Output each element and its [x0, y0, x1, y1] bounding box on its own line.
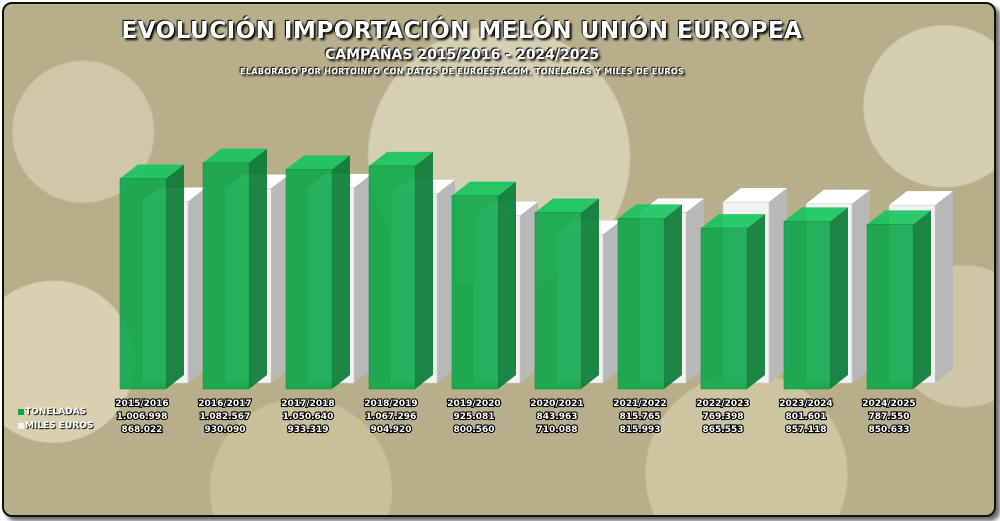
bar-toneladas-side-2	[332, 155, 350, 389]
chart-title: EVOLUCIÓN IMPORTACIÓN MELÓN UNIÓN EUROPE…	[121, 18, 803, 44]
category-label-0: 2015/2016	[115, 399, 168, 409]
bar-euros-top-8	[806, 189, 870, 204]
bar-toneladas-7	[700, 227, 748, 390]
bar-toneladas-8	[783, 221, 831, 390]
category-label-1: 2016/2017	[198, 399, 251, 409]
bar-toneladas-side-0	[166, 164, 184, 389]
bar-toneladas-side-5	[581, 198, 599, 389]
toneladas-value-7: 769.398	[703, 412, 744, 422]
bar-toneladas-5	[534, 212, 582, 390]
toneladas-value-2: 1.050.640	[283, 412, 334, 422]
bar-chart: 2015/2016 1.006.998 868.022 2016/2017 1.082.…	[114, 148, 953, 436]
bar-euros-side-3	[437, 179, 455, 383]
bar-euros-top-7	[723, 188, 787, 203]
bar-toneladas-side-7	[747, 214, 765, 389]
bar-toneladas-top-8	[784, 207, 848, 222]
bar-toneladas-side-4	[498, 181, 516, 389]
bar-euros-side-1	[271, 174, 289, 383]
euros-value-7: 865.553	[703, 425, 744, 435]
legend-euros-swatch	[18, 422, 24, 429]
bar-toneladas-side-8	[830, 207, 848, 389]
bar-toneladas-3	[368, 165, 416, 390]
category-label-6: 2021/2022	[613, 399, 666, 409]
category-label-5: 2020/2021	[530, 399, 583, 409]
chart-source: ELABORADO POR HORTOINFO CON DATOS DE EUR…	[240, 67, 684, 76]
bar-euros-side-6	[686, 198, 704, 383]
bar-toneladas-top-0	[120, 164, 184, 179]
toneladas-value-5: 843.963	[537, 412, 578, 422]
category-label-3: 2018/2019	[364, 399, 417, 409]
bar-toneladas-top-5	[535, 198, 599, 213]
toneladas-value-3: 1.067.296	[366, 412, 417, 422]
bar-toneladas-2	[285, 169, 333, 390]
euros-value-1: 930.090	[205, 425, 246, 435]
category-label-7: 2022/2023	[696, 399, 749, 409]
legend-toneladas-label: TONELADAS	[25, 407, 87, 417]
bar-toneladas-1	[202, 162, 250, 390]
legend-euros: MILES EUROS	[18, 421, 93, 431]
bar-toneladas-side-9	[913, 210, 931, 389]
euros-value-8: 857.118	[786, 425, 827, 435]
bar-toneladas-top-7	[701, 214, 765, 229]
toneladas-value-4: 925.081	[454, 412, 495, 422]
bar-euros-side-8	[852, 189, 870, 383]
euros-value-3: 904.920	[371, 425, 412, 435]
toneladas-value-6: 815.765	[620, 412, 661, 422]
legend-toneladas: TONELADAS	[18, 407, 86, 417]
bar-toneladas-top-9	[867, 210, 931, 225]
bar-toneladas-9	[866, 224, 914, 390]
bar-toneladas-side-1	[249, 148, 267, 389]
bar-toneladas-top-2	[286, 155, 350, 170]
bar-toneladas-top-3	[369, 151, 433, 166]
category-label-8: 2023/2024	[779, 399, 832, 409]
bar-euros-side-2	[354, 173, 372, 383]
euros-value-6: 815.993	[620, 425, 661, 435]
euros-value-5: 710.088	[537, 425, 578, 435]
bar-euros-side-9	[935, 191, 953, 383]
bar-toneladas-side-6	[664, 204, 682, 389]
chart-subtitle: CAMPAÑAS 2015/2016 - 2024/2025	[324, 47, 599, 63]
euros-value-2: 933.319	[288, 425, 329, 435]
category-label-9: 2024/2025	[862, 399, 915, 409]
bar-toneladas-4	[451, 195, 499, 390]
bar-euros-side-7	[769, 188, 787, 383]
legend-toneladas-swatch	[18, 408, 24, 415]
bar-toneladas-top-6	[618, 204, 682, 219]
toneladas-value-1: 1.082.567	[200, 412, 251, 422]
bar-euros-side-5	[603, 220, 621, 383]
bar-euros-top-9	[889, 191, 953, 206]
euros-value-4: 800.560	[454, 425, 495, 435]
bar-euros-side-4	[520, 201, 538, 383]
toneladas-value-8: 801.601	[786, 412, 827, 422]
bar-euros-side-0	[188, 187, 206, 383]
bar-toneladas-top-4	[452, 181, 516, 196]
euros-value-0: 868.022	[122, 425, 163, 435]
bar-toneladas-6	[617, 218, 665, 390]
bar-toneladas-top-1	[203, 148, 267, 163]
bar-toneladas-side-3	[415, 151, 433, 389]
toneladas-value-0: 1.006.998	[117, 412, 168, 422]
bar-toneladas-0	[119, 178, 167, 390]
euros-value-9: 850.633	[869, 425, 910, 435]
legend-euros-label: MILES EUROS	[25, 421, 94, 431]
toneladas-value-9: 787.550	[869, 412, 910, 422]
category-label-4: 2019/2020	[447, 399, 500, 409]
category-label-2: 2017/2018	[281, 399, 334, 409]
